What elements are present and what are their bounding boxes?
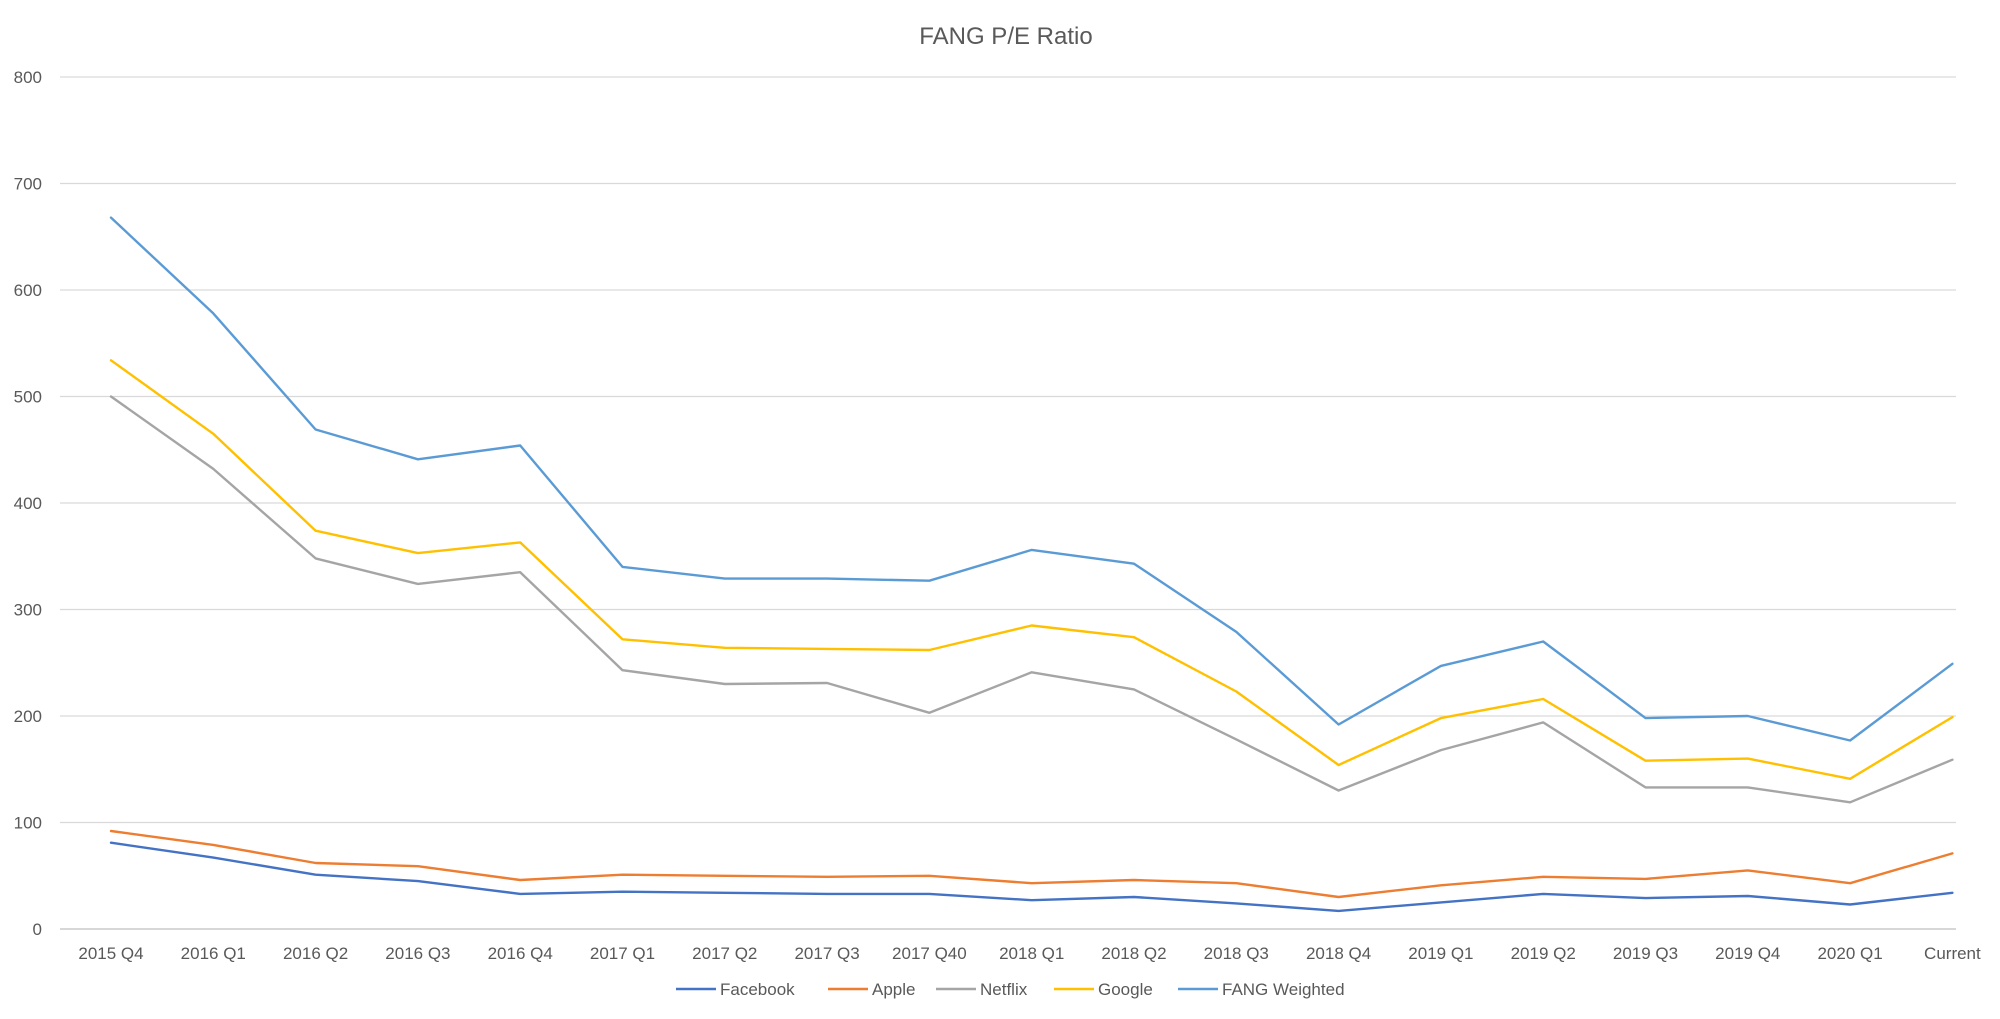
- x-tick-label: 2018 Q1: [999, 944, 1064, 963]
- legend-label: Netflix: [980, 980, 1028, 999]
- series-line-google: [109, 359, 1954, 780]
- x-tick-label: 2020 Q1: [1817, 944, 1882, 963]
- y-tick-label: 100: [14, 814, 42, 833]
- y-tick-label: 400: [14, 494, 42, 513]
- legend: Facebook Apple Netflix Google FANG Weighted: [676, 980, 1345, 999]
- x-tick-label: 2016 Q2: [283, 944, 348, 963]
- y-tick-label: 500: [14, 388, 42, 407]
- x-tick-label: 2018 Q2: [1101, 944, 1166, 963]
- x-axis: 2015 Q4 2016 Q1 2016 Q2 2016 Q3 2016 Q4 2017 …: [78, 944, 1981, 963]
- legend-item-google: Google: [1054, 980, 1153, 999]
- legend-item-fang-weighted: FANG Weighted: [1178, 980, 1345, 999]
- x-tick-label: 2019 Q1: [1408, 944, 1473, 963]
- x-tick-label: 2017 Q2: [692, 944, 757, 963]
- x-tick-label: 2019 Q3: [1613, 944, 1678, 963]
- x-tick-label: 2019 Q2: [1511, 944, 1576, 963]
- legend-item-facebook: Facebook: [676, 980, 795, 999]
- x-tick-label: 2018 Q3: [1204, 944, 1269, 963]
- x-tick-label: 2017 Q1: [590, 944, 655, 963]
- x-tick-label: 2017 Q3: [794, 944, 859, 963]
- y-tick-label: 700: [14, 175, 42, 194]
- x-tick-label: 2017 Q40: [892, 944, 967, 963]
- series-line-facebook: [109, 841, 1954, 913]
- series-line-netflix: [109, 395, 1954, 804]
- legend-item-apple: Apple: [828, 980, 915, 999]
- y-axis: 0 100 200 300 400 500 600 700 800: [14, 68, 42, 939]
- x-tick-label: 2016 Q1: [181, 944, 246, 963]
- y-tick-label: 300: [14, 601, 42, 620]
- y-tick-label: 600: [14, 281, 42, 300]
- y-tick-label: 0: [33, 920, 42, 939]
- x-tick-label: 2015 Q4: [78, 944, 143, 963]
- legend-label: FANG Weighted: [1222, 980, 1345, 999]
- y-tick-label: 200: [14, 707, 42, 726]
- x-tick-label: 2018 Q4: [1306, 944, 1371, 963]
- x-tick-label: 2016 Q3: [385, 944, 450, 963]
- series-line-apple: [109, 829, 1954, 899]
- x-tick-label: 2016 Q4: [488, 944, 553, 963]
- x-tick-label: Current: [1924, 944, 1981, 963]
- legend-label: Google: [1098, 980, 1153, 999]
- legend-label: Apple: [872, 980, 915, 999]
- series-line-fang-weighted: [109, 216, 1954, 742]
- legend-item-netflix: Netflix: [936, 980, 1028, 999]
- series-lines: [109, 216, 1954, 913]
- x-tick-label: 2019 Q4: [1715, 944, 1780, 963]
- legend-label: Facebook: [720, 980, 795, 999]
- chart-title: FANG P/E Ratio: [919, 23, 1092, 50]
- gridlines: [60, 76, 1956, 930]
- y-tick-label: 800: [14, 68, 42, 87]
